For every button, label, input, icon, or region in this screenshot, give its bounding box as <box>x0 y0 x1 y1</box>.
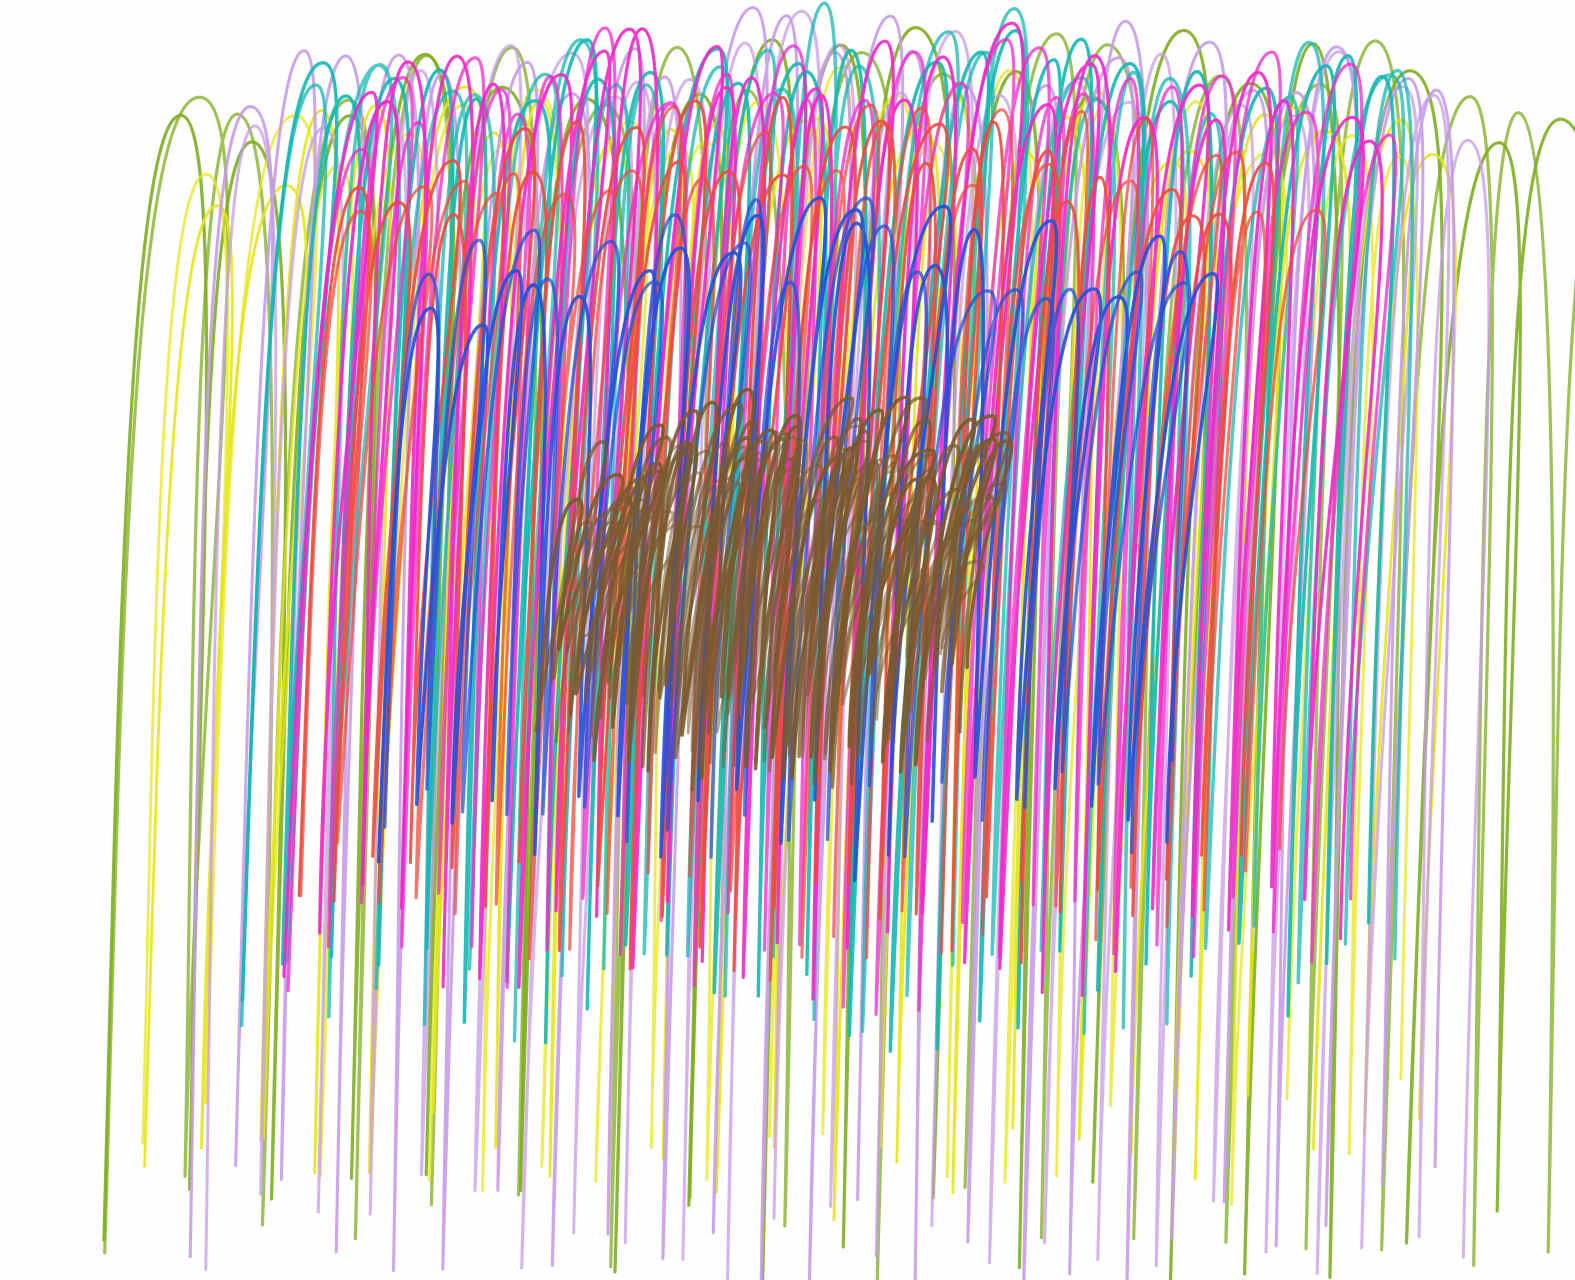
dense-center-tangle <box>549 425 1008 773</box>
teal-scribble-line <box>240 1 1415 1043</box>
lavender-scribble-line <box>188 6 1456 1280</box>
brown-scribble-line <box>554 436 1008 772</box>
lavender-marker-strokes <box>188 6 1491 1280</box>
coral-red-marker-strokes <box>297 96 1327 983</box>
coral-red-scribble-line <box>299 103 1327 983</box>
olive-green-scribble-line <box>102 26 1575 1280</box>
lavender-scribble-line <box>204 9 1491 1280</box>
